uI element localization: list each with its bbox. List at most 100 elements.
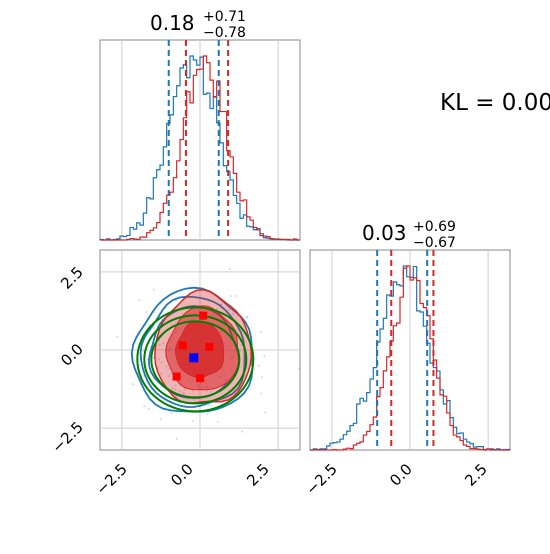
joint-sample-point: [215, 307, 218, 310]
joint-red-marker: [172, 372, 181, 381]
joint-sample-point: [138, 299, 141, 302]
joint-sample-point: [147, 407, 150, 410]
joint-sample-point: [132, 383, 135, 386]
joint-sample-point: [263, 355, 266, 358]
joint-plot-layer: [100, 250, 301, 450]
joint-sample-point: [240, 344, 243, 347]
joint-sample-point: [231, 312, 234, 315]
joint-sample-point: [260, 376, 263, 379]
joint-sample-point: [183, 388, 186, 391]
joint-ytick-label: 0.0: [57, 340, 87, 370]
joint-xtick-label: −2.5: [92, 460, 130, 498]
joint-sample-point: [259, 331, 262, 334]
joint-red-contour-inner: [174, 320, 225, 379]
joint-sample-point: [205, 390, 208, 393]
joint-sample-point: [227, 308, 230, 311]
joint-sample-point: [246, 316, 249, 319]
joint-sample-point: [174, 388, 177, 391]
joint-sample-point: [182, 391, 185, 394]
marginal-1-title-value: 0.18: [150, 11, 195, 35]
joint-green-ellipse: [150, 320, 241, 399]
joint-sample-point: [143, 405, 146, 408]
joint-sample-point: [235, 328, 238, 331]
joint-red-marker: [205, 342, 214, 351]
joint-sample-point: [153, 311, 156, 314]
joint-xtick-label: 0.0: [167, 460, 197, 490]
joint-sample-point: [165, 365, 168, 368]
joint-sample-point: [159, 418, 162, 421]
joint-sample-point: [206, 413, 209, 416]
joint-sample-point: [260, 392, 263, 395]
joint-sample-point: [148, 324, 151, 327]
joint-sample-point: [193, 398, 196, 401]
joint-sample-point: [179, 390, 182, 393]
joint-sample-point: [165, 405, 168, 408]
joint-sample-point: [241, 430, 244, 433]
joint-sample-point: [191, 420, 194, 423]
marginal-1-title: 0.18: [150, 11, 195, 35]
joint-sample-point: [174, 384, 177, 387]
joint-red-marker: [199, 311, 208, 320]
marginal-1-title-minus: −0.78: [203, 25, 246, 41]
joint-ytick-label: −2.5: [48, 418, 86, 456]
joint-sample-point: [182, 392, 185, 395]
joint-sample-point: [175, 437, 178, 440]
joint-sample-point: [246, 315, 249, 318]
joint-red-marker: [178, 341, 187, 350]
joint-sample-point: [158, 344, 161, 347]
marginal-panel-1: 0.18 +0.71 −0.78: [99, 9, 301, 241]
kl-label: KL = 0.00: [440, 90, 550, 116]
joint-sample-point: [264, 411, 267, 414]
joint-green-ellipse: [136, 306, 255, 413]
joint-sample-point: [210, 404, 213, 407]
joint-sample-point: [170, 411, 173, 414]
joint-sample-point: [209, 390, 212, 393]
joint-panel: 2.5 0.0 −2.5 −2.5 0.0 2.5: [48, 249, 301, 499]
joint-sample-point: [228, 268, 231, 271]
joint-sample-point: [167, 367, 170, 370]
joint-sample-point: [158, 358, 161, 361]
joint-sample-point: [169, 372, 172, 375]
joint-sample-point: [160, 361, 163, 364]
joint-green-ellipse: [143, 314, 248, 405]
marginal-2-plot-layer: [310, 250, 511, 451]
joint-sample-point: [170, 323, 173, 326]
joint-sample-point: [298, 367, 301, 370]
marginal-1-plot-layer: [99, 40, 300, 241]
joint-sample-point: [257, 364, 260, 367]
joint-sample-point: [216, 420, 219, 423]
joint-sample-point: [162, 342, 165, 345]
joint-sample-point: [207, 404, 210, 407]
joint-sample-point: [152, 288, 155, 291]
joint-sample-point: [235, 294, 238, 297]
marginal-2-title: 0.03: [362, 221, 407, 245]
joint-sample-point: [174, 321, 177, 324]
marginal-2-red-histogram: [310, 265, 510, 451]
marginal-2-xtick-label: −2.5: [302, 460, 340, 498]
joint-xtick-label: 2.5: [243, 460, 273, 490]
joint-sample-point: [236, 314, 239, 317]
joint-sample-point: [191, 390, 194, 393]
joint-blue-marker: [189, 353, 199, 363]
joint-sample-point: [151, 357, 154, 360]
marginal-1-title-plus: +0.71: [203, 9, 246, 25]
joint-sample-point: [244, 374, 247, 377]
marginal-2-xtick-label: 0.0: [386, 460, 416, 490]
marginal-1-red-histogram: [100, 55, 300, 241]
joint-blue-contour: [139, 295, 246, 408]
joint-sample-point: [116, 336, 119, 339]
joint-sample-point: [171, 387, 174, 390]
joint-sample-point: [160, 372, 163, 375]
marginal-panel-2: 0.03 +0.69 −0.67 −2.5 0.0 2.5: [302, 219, 511, 499]
marginal-2-title-value: 0.03: [362, 221, 407, 245]
marginal-2-xtick-label: 2.5: [461, 460, 491, 490]
joint-sample-point: [167, 374, 170, 377]
joint-ytick-label: 2.5: [57, 263, 87, 293]
joint-red-marker: [196, 374, 204, 383]
joint-sample-point: [153, 327, 156, 330]
joint-sample-point: [178, 402, 181, 405]
joint-sample-point: [229, 294, 232, 297]
marginal-2-title-plus: +0.69: [413, 219, 456, 235]
joint-sample-point: [145, 311, 148, 314]
